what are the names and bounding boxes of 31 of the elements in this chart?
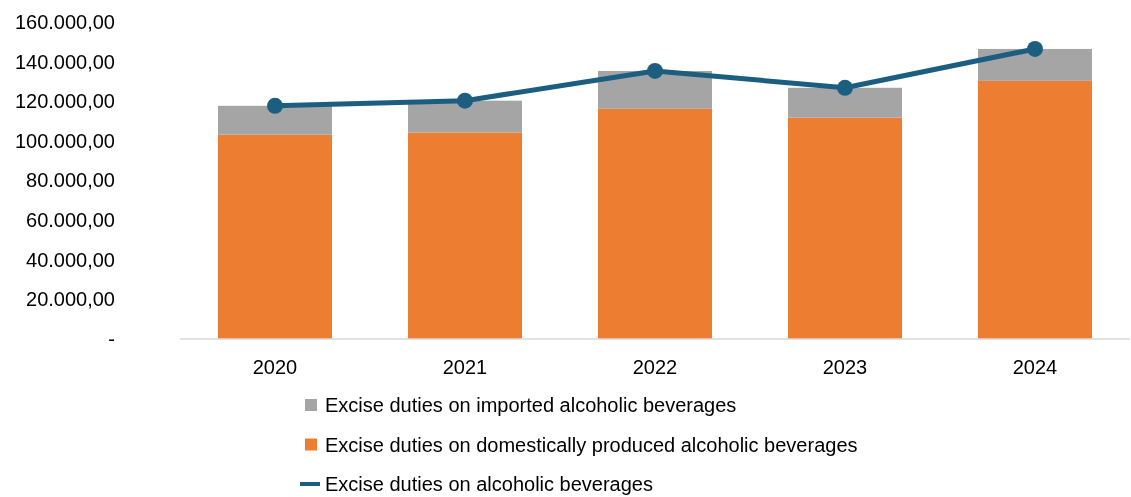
bar	[218, 134, 332, 339]
bar	[598, 108, 712, 339]
y-tick-label: 40.000,00	[26, 248, 115, 271]
legend-label: Excise duties on domestically produced alcoholic beverages	[325, 433, 858, 456]
bar	[978, 48, 1092, 81]
point	[457, 92, 473, 109]
y-tick-label: -	[108, 327, 115, 350]
y-tick-label: 20.000,00	[26, 288, 115, 311]
y-tick-label: 100.000,00	[14, 129, 115, 152]
point	[1027, 40, 1043, 57]
y-tick-label: 80.000,00	[26, 169, 115, 192]
bar	[218, 105, 332, 135]
y-tick-label: 140.000,00	[14, 50, 115, 73]
bar	[408, 100, 522, 133]
point	[267, 97, 283, 114]
point	[837, 79, 853, 96]
x-tick-label: 2022	[632, 356, 678, 378]
legend-label: Excise duties on imported alcoholic beverages	[325, 394, 737, 416]
legend-label: Excise duties on alcoholic beverages	[325, 473, 653, 495]
y-tick-label: 160.000,00	[14, 10, 115, 33]
x-tick-label: 2020	[252, 356, 298, 378]
x-tick-label: 2023	[822, 356, 868, 378]
y-tick-label: 120.000,00	[14, 90, 115, 113]
bar	[408, 132, 522, 339]
y-tick-label: 60.000,00	[26, 209, 115, 232]
point	[647, 62, 663, 79]
x-tick-label: 2021	[442, 356, 488, 378]
x-tick-label: 2024	[1012, 356, 1058, 378]
bar	[978, 80, 1092, 339]
bar	[788, 117, 902, 339]
bar	[788, 87, 902, 118]
